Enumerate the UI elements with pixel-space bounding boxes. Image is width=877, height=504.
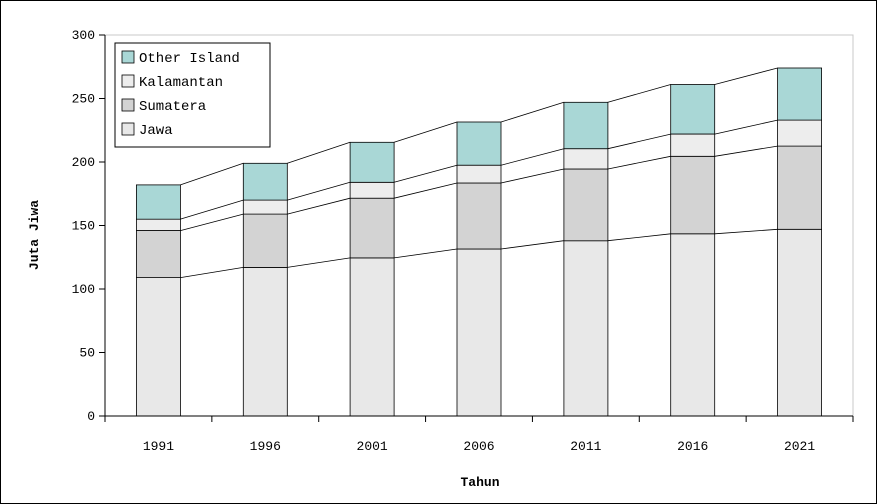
y-axis-title: Juta Jiwa [27,200,42,270]
bar-segment-kalamantan-1991 [135,218,181,231]
bar-segment-sumatera-2011 [563,168,609,242]
bars [135,67,822,417]
x-tick-label: 2001 [357,439,388,454]
bar-segment-sumatera-2016 [670,155,716,235]
connector-kalamantan-1 [287,181,351,201]
bar-segment-other-island-2016 [670,84,716,135]
y-tick-label: 100 [72,282,95,297]
x-tick-label: 2021 [784,439,815,454]
bar-segment-jawa-2001 [349,257,395,417]
bar-segment-other-island-2011 [563,101,609,150]
bar-segment-sumatera-2001 [349,197,395,259]
connector-sumatera-4 [607,155,671,170]
bar-segment-kalamantan-2001 [349,181,395,199]
x-tick-label: 2011 [570,439,601,454]
bar-segment-jawa-2011 [563,240,609,417]
connector-other-island-1 [287,141,351,164]
bar-segment-other-island-1996 [242,162,288,201]
bar-segment-other-island-2001 [349,141,395,183]
legend-label-kalamantan: Kalamantan [139,75,223,91]
connector-kalamantan-2 [393,164,458,183]
bar-segment-other-island-2021 [777,67,822,121]
connector-sumatera-0 [180,213,244,231]
connector-jawa-4 [607,233,671,242]
connector-jawa-0 [180,267,244,278]
legend-swatch-kalamantan [121,74,135,88]
bar-segment-kalamantan-2011 [563,148,609,170]
connector-jawa-1 [287,257,351,268]
series-connectors [180,67,778,278]
bar-segment-jawa-2006 [456,248,502,417]
y-tick-label: 0 [87,409,95,424]
bar-segment-jawa-1996 [242,266,288,417]
connector-jawa-2 [394,248,458,259]
legend-label-sumatera: Sumatera [139,99,206,115]
connector-other-island-5 [714,67,778,85]
connector-other-island-0 [180,162,244,186]
bar-segment-sumatera-1996 [242,213,288,268]
x-tick-label: 2016 [677,439,708,454]
connector-kalamantan-0 [180,199,244,220]
legend-box [114,42,271,148]
x-tick-label: 1996 [250,439,281,454]
bar-segment-kalamantan-2016 [670,133,716,157]
connector-other-island-2 [393,121,458,143]
legend-swatch-other-island [121,50,135,64]
y-tick-label: 50 [79,346,95,361]
x-tick-label: 2006 [463,439,494,454]
bar-segment-other-island-2006 [456,121,502,166]
connector-jawa-3 [500,240,564,250]
bar-segment-jawa-2016 [670,233,716,417]
bar-segment-sumatera-2006 [456,182,502,250]
axes: 0 50 100 150 200 250 300 1991 1996 2001 2006 2011 20… [72,28,854,454]
legend-label-other-island: Other Island [139,51,240,67]
legend: Other Island Kalamantan Sumatera Jawa [114,42,271,148]
bar-segment-other-island-1991 [135,184,181,220]
x-tick-label: 1991 [143,439,174,454]
connector-sumatera-5 [714,145,778,157]
bar-segment-jawa-1991 [135,277,181,417]
y-tick-label: 250 [72,92,95,107]
y-tick-label: 150 [72,219,95,234]
connector-sumatera-3 [500,168,564,184]
connector-sumatera-1 [287,197,351,215]
bar-segment-kalamantan-2021 [777,119,822,147]
bar-segment-jawa-2021 [777,228,822,417]
legend-swatch-jawa [121,122,135,136]
y-tick-label: 200 [72,155,95,170]
bar-segment-kalamantan-1996 [242,199,288,215]
bar-segment-kalamantan-2006 [456,164,502,184]
connector-sumatera-2 [394,182,458,199]
legend-label-jawa: Jawa [139,123,173,139]
x-axis-title: Tahun [460,475,499,490]
bar-segment-sumatera-1991 [135,230,181,279]
y-tick-label: 300 [72,28,95,43]
connector-other-island-4 [607,84,671,103]
connector-kalamantan-5 [714,119,778,135]
bar-segment-sumatera-2021 [777,145,822,230]
connector-other-island-3 [500,101,565,123]
legend-swatch-sumatera [121,98,135,112]
connector-jawa-5 [714,228,778,235]
connector-kalamantan-3 [500,148,565,166]
connector-kalamantan-4 [607,133,671,150]
